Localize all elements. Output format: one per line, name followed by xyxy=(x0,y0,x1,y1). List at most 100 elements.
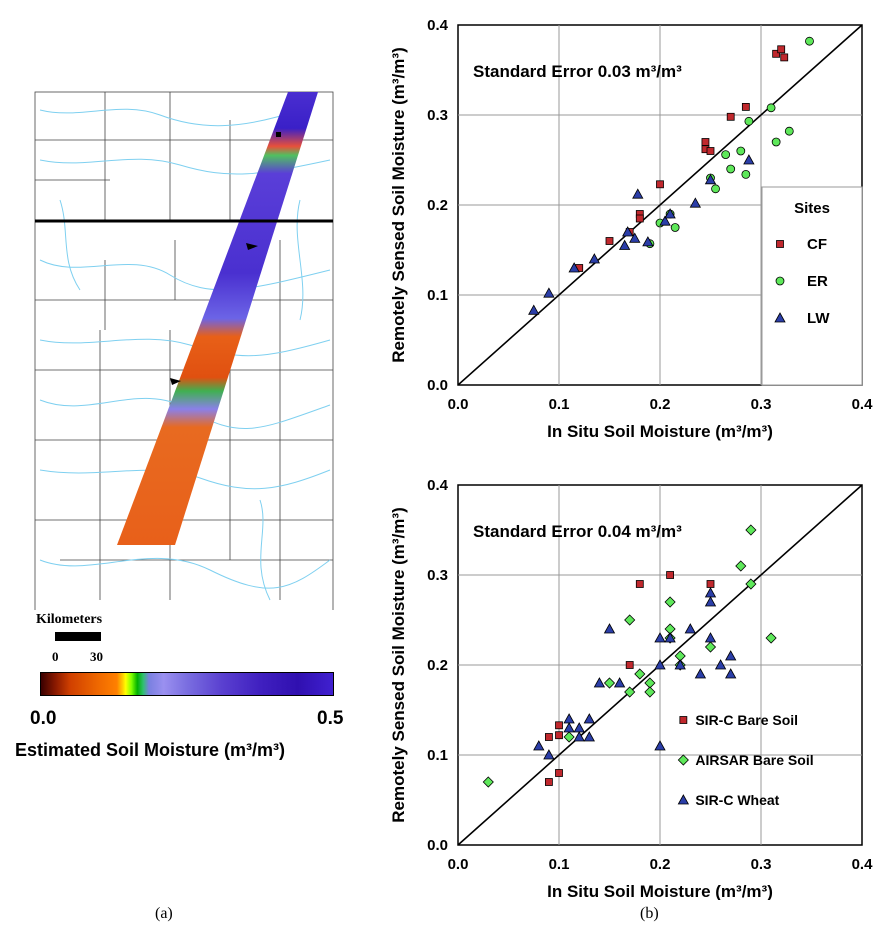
y-tick-label: 0.4 xyxy=(427,17,449,34)
data-point-triangle xyxy=(664,632,676,643)
x-tick-label: 0.2 xyxy=(650,396,671,413)
x-tick-label: 0.4 xyxy=(852,396,874,413)
data-point-triangle xyxy=(603,623,616,634)
data-point-diamond xyxy=(634,668,646,680)
data-point-diamond xyxy=(704,641,717,653)
y-tick-label: 0.2 xyxy=(427,197,448,214)
data-point-square xyxy=(706,147,715,155)
data-point-triangle xyxy=(694,668,707,679)
site-marker xyxy=(246,243,258,250)
data-point-square xyxy=(772,49,781,58)
series-cf xyxy=(575,45,789,272)
scale-bar xyxy=(55,632,101,641)
legend-label: ER xyxy=(807,273,828,290)
x-axis-label: In Situ Soil Moisture (m³/m³) xyxy=(547,882,773,900)
colorbar-min-label: 0.0 xyxy=(30,708,57,729)
soil-moisture-map-panel: Kilometers 0 30 0.0 0.5 Estimated Soil M… xyxy=(0,0,380,933)
legend-label: LW xyxy=(807,310,830,327)
data-point-triangle xyxy=(664,208,676,219)
data-point-circle xyxy=(775,276,785,286)
chart-title: Standard Error 0.04 m³/m³ xyxy=(473,522,682,541)
data-point-triangle xyxy=(632,188,644,199)
data-point-triangle xyxy=(714,659,727,670)
colorbar-title: Estimated Soil Moisture (m³/m³) xyxy=(15,740,286,760)
x-tick-label: 0.1 xyxy=(549,396,570,413)
data-point-circle xyxy=(711,184,720,194)
data-point-triangle xyxy=(684,623,696,634)
data-point-triangle xyxy=(654,632,666,643)
data-point-triangle xyxy=(533,740,545,751)
data-point-circle xyxy=(726,164,736,174)
data-point-diamond xyxy=(745,524,757,536)
data-point-circle xyxy=(744,116,754,126)
data-point-square xyxy=(726,112,735,121)
series-sir-c-wheat xyxy=(533,587,737,760)
site-marker xyxy=(170,378,181,385)
colorbar xyxy=(40,672,334,696)
data-point-square xyxy=(776,240,784,248)
data-point-circle xyxy=(736,146,746,156)
x-tick-label: 0.2 xyxy=(650,856,671,873)
data-point-triangle xyxy=(659,215,671,226)
data-point-triangle xyxy=(588,253,601,264)
data-point-circle xyxy=(766,103,776,113)
data-point-square xyxy=(544,778,553,786)
legend-title: Sites xyxy=(794,200,830,217)
data-point-square xyxy=(555,721,563,730)
legend-label: SIR-C Bare Soil xyxy=(695,712,798,728)
data-point-diamond xyxy=(644,686,656,698)
y-tick-label: 0.3 xyxy=(427,107,448,124)
data-point-triangle xyxy=(654,740,666,751)
data-point-triangle xyxy=(543,749,555,760)
y-tick-label: 0.2 xyxy=(427,657,448,674)
data-point-triangle xyxy=(674,659,686,670)
y-tick-label: 0.1 xyxy=(427,287,448,304)
one-to-one-line xyxy=(457,24,863,386)
data-point-triangle xyxy=(622,226,634,237)
data-point-triangle xyxy=(583,731,595,742)
x-tick-label: 0.0 xyxy=(448,396,469,413)
data-point-square xyxy=(635,214,644,223)
data-point-triangle xyxy=(573,731,585,742)
rivers xyxy=(39,108,331,601)
y-tick-label: 0.0 xyxy=(427,377,448,394)
data-point-triangle xyxy=(563,722,575,733)
data-point-triangle xyxy=(528,304,540,315)
radar-swath xyxy=(117,92,318,545)
data-point-triangle xyxy=(704,173,717,185)
legend-label: AIRSAR Bare Soil xyxy=(695,752,813,768)
data-point-triangle xyxy=(568,262,580,273)
soil-moisture-map xyxy=(34,91,334,610)
data-point-square xyxy=(605,237,614,245)
data-point-circle xyxy=(721,150,731,160)
data-point-square xyxy=(780,53,789,62)
legend-label: SIR-C Wheat xyxy=(695,792,779,808)
x-tick-label: 0.3 xyxy=(751,856,772,873)
data-point-triangle xyxy=(618,239,631,250)
y-axis-label: Remotely Sensed Soil Moisture (m³/m³) xyxy=(389,47,408,363)
series-lw xyxy=(528,154,755,315)
x-axis-label: In Situ Soil Moisture (m³/m³) xyxy=(547,422,773,441)
data-point-diamond xyxy=(664,596,676,608)
data-point-triangle xyxy=(629,232,641,243)
scatter-chart-top: 0.0 0.1 0.2 0.3 0.4 0.0 0.1 0.2 0.3 0.4 In Situ So… xyxy=(389,17,874,441)
data-point-triangle xyxy=(654,659,666,670)
data-point-square xyxy=(625,661,634,669)
data-point-square xyxy=(555,731,563,740)
data-point-square xyxy=(635,580,644,588)
x-tick-label: 0.3 xyxy=(751,396,772,413)
data-point-circle xyxy=(805,36,814,46)
legend-box xyxy=(761,186,863,386)
data-point-square xyxy=(544,733,553,741)
x-tick-label: 0.1 xyxy=(549,856,570,873)
data-point-square xyxy=(666,571,675,579)
data-point-triangle xyxy=(725,650,737,661)
scatter-chart-bottom: 0.0 0.1 0.2 0.3 0.4 0.0 0.1 0.2 0.3 0.4 In Situ So… xyxy=(389,477,874,900)
x-tick-label: 0.4 xyxy=(852,856,874,873)
data-point-triangle xyxy=(704,632,717,643)
data-point-diamond xyxy=(745,578,757,590)
data-point-square xyxy=(701,138,710,146)
data-point-triangle xyxy=(543,287,555,298)
y-axis-label: Remotely Sensed Soil Moisture (m³/m³) xyxy=(389,507,408,823)
data-point-triangle xyxy=(677,794,690,805)
